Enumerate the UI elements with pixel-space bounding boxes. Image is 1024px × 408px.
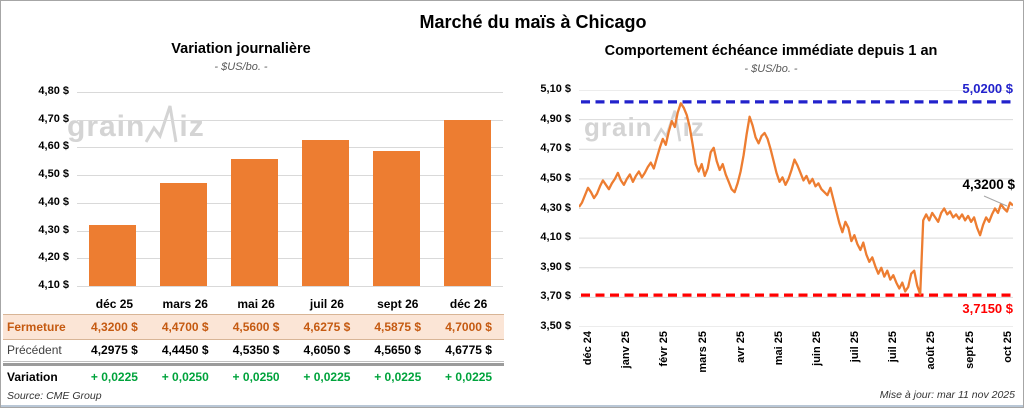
bar-chart-y-tick: 4,80 $ bbox=[38, 85, 69, 97]
bar-chart-y-tick: 4,40 $ bbox=[38, 195, 69, 208]
table-cell: 4,7000 $ bbox=[445, 320, 492, 334]
table-cell: + 0,0225 bbox=[303, 370, 351, 384]
bar-chart-y-tick: 4,20 $ bbox=[38, 251, 69, 264]
table-cell: 4,3200 $ bbox=[91, 320, 138, 334]
table-row-precedent: Précédent 4,2975 $ 4,4450 $ 4,5350 $ 4,6050 … bbox=[3, 339, 504, 362]
table-cell: 4,4700 $ bbox=[161, 320, 209, 334]
line-chart-x-tick: déc 24 bbox=[582, 331, 595, 366]
line-chart-plot-area bbox=[578, 89, 1014, 328]
contract-month-label: sept 26 bbox=[377, 296, 419, 311]
table-cell: 4,6275 $ bbox=[303, 320, 351, 334]
bar-déc 25 bbox=[89, 225, 136, 286]
table-cell: 4,5650 $ bbox=[374, 343, 422, 357]
bar-chart-gridline bbox=[77, 258, 503, 260]
table-cell: 4,5600 $ bbox=[232, 320, 280, 334]
line-chart-x-tick: sept 25 bbox=[963, 331, 976, 369]
bar-chart-y-tick: 4,30 $ bbox=[38, 223, 69, 236]
table-row-label: Précédent bbox=[7, 343, 62, 357]
bar-juil 26 bbox=[302, 139, 349, 286]
table-cell: 4,6050 $ bbox=[303, 343, 351, 357]
bar-mars 26 bbox=[160, 183, 207, 286]
low-reference-label: 3,7150 $ bbox=[962, 301, 1013, 316]
table-cell: 4,5875 $ bbox=[374, 320, 422, 334]
bar-chart-gridline bbox=[77, 147, 503, 149]
contract-month-label: juil 26 bbox=[309, 296, 344, 311]
table-separator bbox=[3, 363, 504, 366]
bar-chart-title: Variation journalière bbox=[171, 41, 311, 57]
table-cell: + 0,0250 bbox=[232, 370, 280, 384]
line-chart-x-tick: févr 25 bbox=[658, 331, 671, 367]
high-reference-label: 5,0200 $ bbox=[962, 81, 1013, 96]
bar-chart-plot-area bbox=[77, 92, 503, 287]
contract-months-header: déc 25 mars 26 mai 26 juil 26 sept 26 déc 26 bbox=[3, 294, 504, 313]
table-cell: + 0,0225 bbox=[90, 370, 138, 384]
line-chart-x-tick: janv 25 bbox=[620, 331, 633, 369]
line-chart-y-tick: 4,90 $ bbox=[540, 112, 571, 125]
last-price-label: 4,3200 $ bbox=[962, 177, 1015, 192]
line-chart-x-tick: août 25 bbox=[925, 331, 938, 370]
source-note: Source: CME Group bbox=[7, 390, 102, 402]
contract-month-label: déc 26 bbox=[449, 296, 488, 311]
table-row-fermeture: Fermeture 4,3200 $ 4,4700 $ 4,5600 $ 4,6275 … bbox=[3, 314, 504, 340]
line-chart-x-tick: avr 25 bbox=[734, 331, 747, 363]
table-row-label: Variation bbox=[7, 370, 58, 384]
last-label-leader-line bbox=[983, 195, 1008, 207]
bar-sept 26 bbox=[373, 150, 420, 286]
line-chart-x-tick: juil 25 bbox=[849, 331, 862, 363]
line-chart-y-tick: 3,90 $ bbox=[540, 260, 571, 273]
bar-chart-y-tick: 4,10 $ bbox=[38, 279, 69, 291]
table-cell: 4,2975 $ bbox=[91, 343, 138, 357]
bar-chart-gridline bbox=[77, 175, 503, 177]
table-row-variation: Variation + 0,0225 + 0,0250 + 0,0250 + 0,022… bbox=[3, 367, 504, 387]
table-cell: 4,5350 $ bbox=[232, 343, 280, 357]
contract-month-label: déc 25 bbox=[95, 296, 134, 311]
bar-chart-y-tick: 4,70 $ bbox=[38, 112, 69, 125]
line-chart-y-tick: 4,10 $ bbox=[540, 231, 571, 244]
table-cell: + 0,0225 bbox=[445, 370, 493, 384]
bar-chart-gridline bbox=[77, 202, 503, 204]
page-title: Marché du maïs à Chicago bbox=[419, 12, 647, 32]
line-chart-x-tick: mai 25 bbox=[772, 331, 785, 366]
bar-chart-y-tick: 4,50 $ bbox=[38, 168, 69, 181]
bar-chart-subtitle: - $US/bo. - bbox=[214, 61, 268, 73]
table-cell: + 0,0250 bbox=[161, 370, 209, 384]
bar-chart-gridline bbox=[77, 286, 503, 287]
line-chart-title: Comportement échéance immédiate depuis 1… bbox=[604, 43, 938, 59]
line-chart-svg bbox=[578, 89, 1014, 328]
contract-month-label: mai 26 bbox=[237, 296, 275, 311]
contract-month-label: mars 26 bbox=[162, 296, 208, 311]
table-row-label: Fermeture bbox=[7, 320, 66, 334]
bar-chart-gridline bbox=[77, 92, 503, 93]
update-note: Mise à jour: mar 11 nov 2025 bbox=[879, 389, 1015, 401]
bar-mai 26 bbox=[231, 158, 278, 286]
bar-déc 26 bbox=[444, 119, 491, 286]
line-chart-subtitle: - $US/bo. - bbox=[744, 63, 798, 75]
line-chart-x-tick: mars 25 bbox=[696, 331, 709, 373]
table-cell: 4,4450 $ bbox=[161, 343, 209, 357]
bar-chart-y-tick: 4,60 $ bbox=[38, 140, 69, 153]
bar-chart-gridline bbox=[77, 119, 503, 121]
line-chart-y-tick: 3,70 $ bbox=[540, 290, 571, 303]
line-chart-y-tick: 4,50 $ bbox=[540, 171, 571, 184]
line-chart-y-tick: 5,10 $ bbox=[540, 83, 571, 95]
line-chart-y-tick: 4,30 $ bbox=[540, 201, 571, 214]
line-chart-x-tick: juin 25 bbox=[811, 331, 823, 366]
bar-chart-gridline bbox=[77, 230, 503, 232]
price-line bbox=[578, 102, 1014, 296]
line-chart-x-tick: juil 25 bbox=[887, 331, 900, 363]
line-chart-x-tick: oct 25 bbox=[1001, 331, 1014, 363]
table-cell: 4,6775 $ bbox=[445, 343, 492, 357]
line-chart-y-tick: 4,70 $ bbox=[540, 142, 571, 155]
line-chart-y-tick: 3,50 $ bbox=[540, 320, 571, 332]
table-cell: + 0,0225 bbox=[374, 370, 422, 384]
